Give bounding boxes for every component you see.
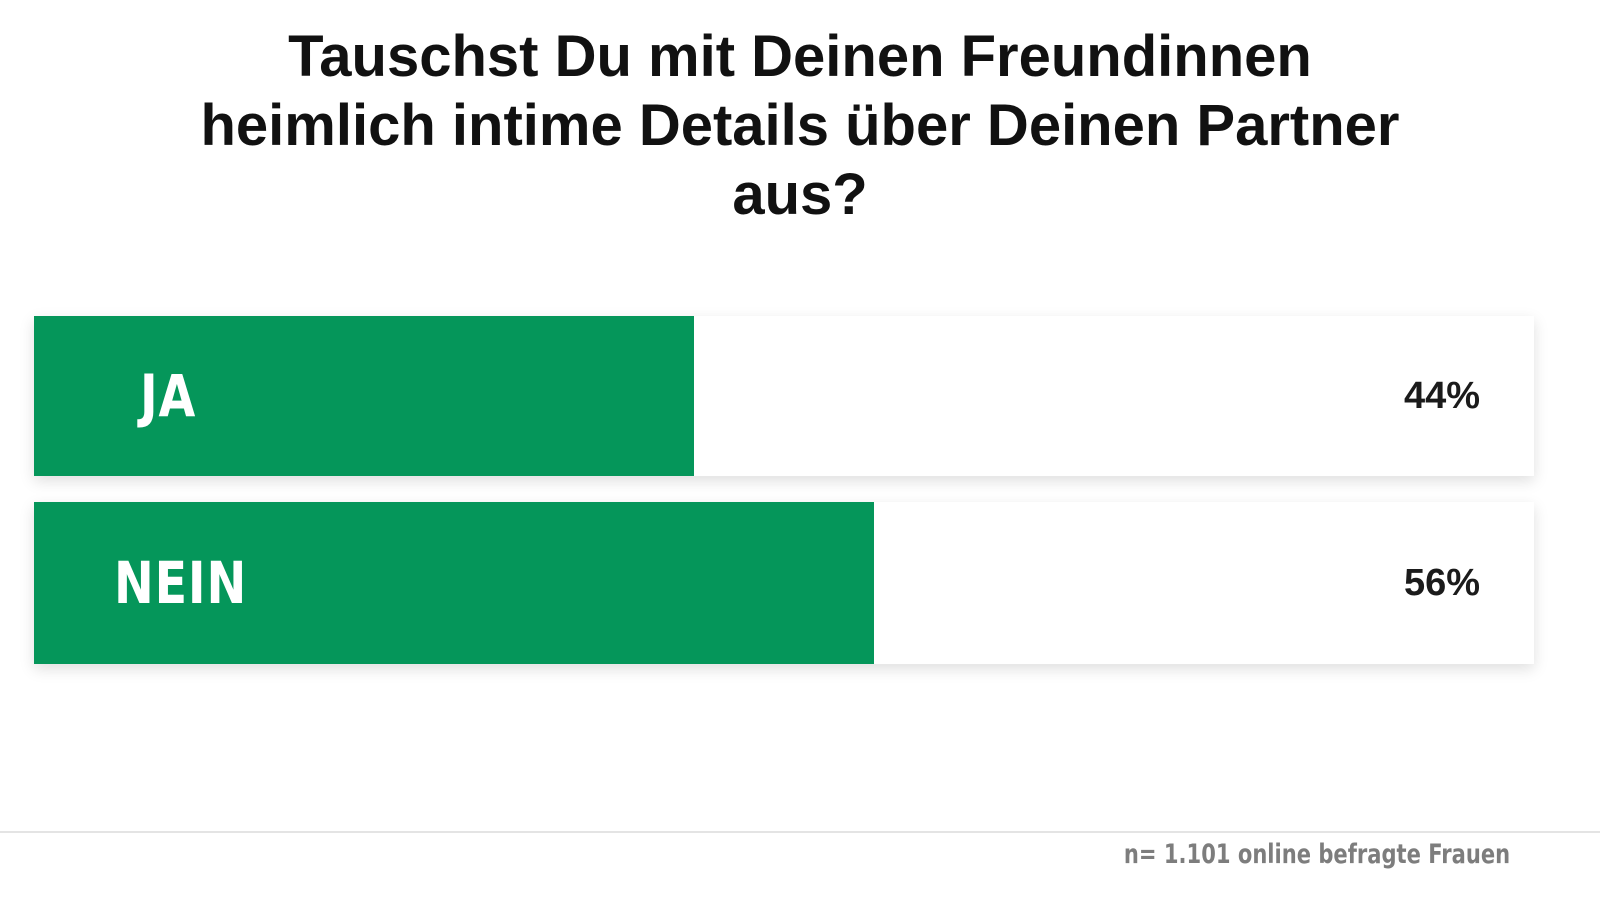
bar-label-ja: JA	[140, 362, 197, 430]
poll-bar-chart: JA 44% NEIN 56%	[34, 0, 1534, 900]
bar-value-nein: 56%	[1403, 561, 1480, 604]
chart-title-line-3: aus?	[732, 162, 868, 227]
chart-title: Tauschst Du mit Deinen Freundinnen heiml…	[120, 22, 1480, 229]
bar-nein	[34, 502, 874, 664]
poll-row-ja: JA 44%	[34, 316, 1534, 476]
sample-size-footnote: n= 1.101 online befragte Frauen	[1123, 838, 1510, 870]
bar-ja	[34, 316, 694, 476]
bar-label-nein: NEIN	[114, 549, 248, 617]
footer-divider	[0, 831, 1600, 833]
bar-value-ja: 44%	[1403, 374, 1480, 417]
chart-title-line-1: Tauschst Du mit Deinen Freundinnen	[288, 24, 1312, 89]
poll-row-nein: NEIN 56%	[34, 502, 1534, 664]
chart-title-line-2: heimlich intime Details über Deinen Part…	[200, 93, 1400, 158]
